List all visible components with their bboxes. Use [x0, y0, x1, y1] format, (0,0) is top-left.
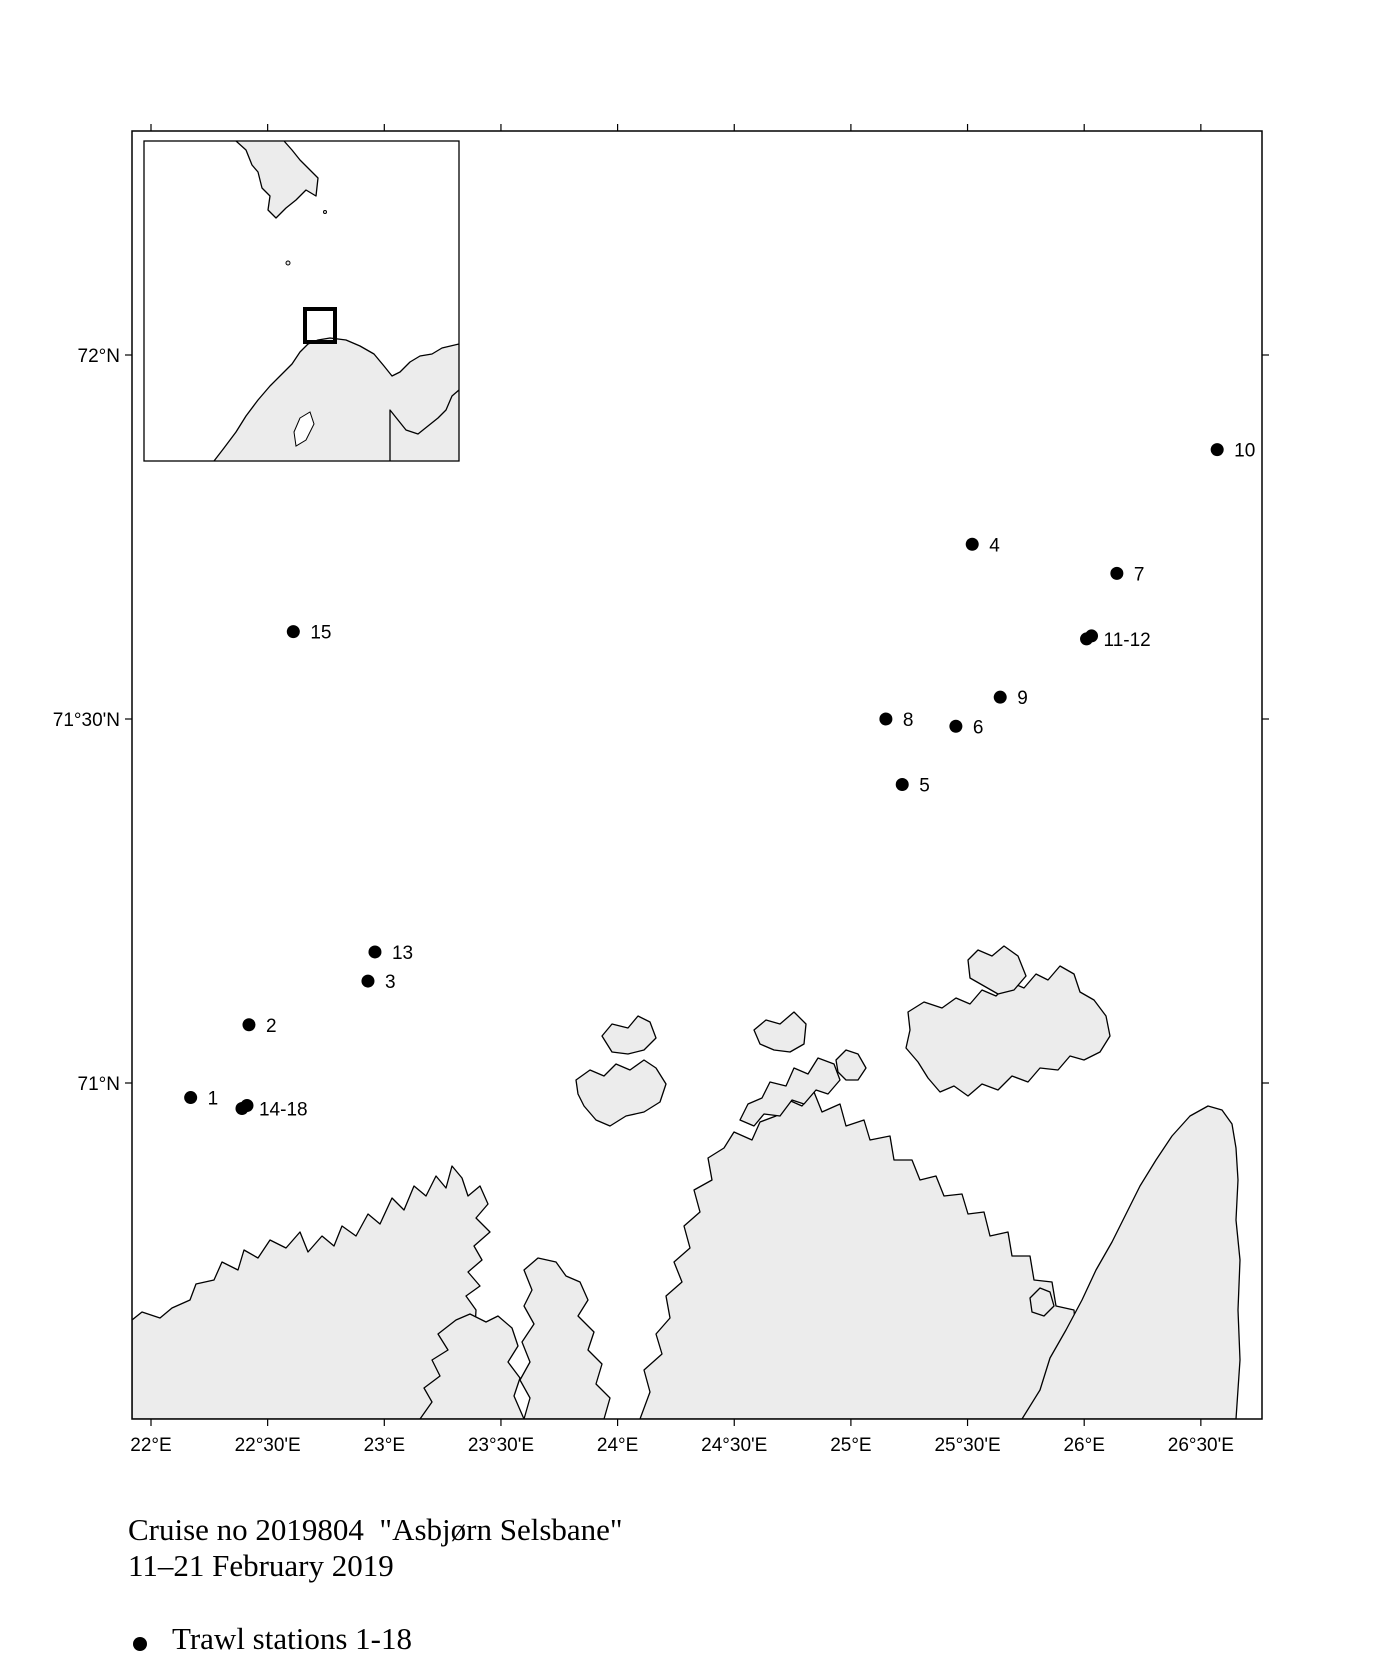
- station-marker: [879, 712, 893, 726]
- lon-tick-label: 22°30'E: [235, 1435, 301, 1456]
- lat-tick-label: 71°N: [78, 1074, 120, 1095]
- legend-label: Trawl stations 1-18: [172, 1621, 412, 1656]
- inset-map: [143, 140, 460, 462]
- inset-bear-island: [285, 260, 291, 266]
- station-label: 3: [385, 972, 396, 993]
- lon-tick-label: 24°30'E: [701, 1435, 767, 1456]
- station-marker: [949, 719, 963, 733]
- land-magerøya: [905, 965, 1111, 1097]
- station-label: 8: [903, 710, 914, 731]
- land-central: [639, 1091, 1121, 1419]
- lon-tick-label: 25°30'E: [934, 1435, 1000, 1456]
- station-label: 4: [989, 535, 1000, 556]
- lat-tick-label: 71°30'N: [53, 710, 120, 731]
- station-marker: [1085, 629, 1099, 643]
- trawl-stations: 1 14-18 2 3 13 15 8 5 6 9 4 7 11-12 10: [184, 441, 1255, 1120]
- station-marker: [242, 1018, 256, 1032]
- inset-hopen: [323, 210, 327, 214]
- caption-date: 11–21 February 2019: [128, 1548, 394, 1583]
- land-east-island: [1029, 1287, 1055, 1317]
- station-label: 6: [973, 717, 984, 738]
- caption-cruise: Cruise no 2019804 "Asbjørn Selsbane": [128, 1512, 623, 1547]
- station-label: 2: [266, 1016, 277, 1037]
- land-magerøya-north: [967, 945, 1027, 995]
- inset-white-sea: [389, 389, 459, 461]
- inset-lake: [293, 411, 315, 447]
- station-label: 11-12: [1104, 630, 1151, 651]
- legend-marker: [133, 1637, 147, 1651]
- lon-tick-label: 22°E: [130, 1435, 171, 1456]
- land-island-north-2: [601, 1015, 657, 1055]
- lat-tick-label: 72°N: [78, 346, 120, 367]
- land-island-north-3: [753, 1011, 807, 1053]
- station-label: 14-18: [259, 1099, 308, 1120]
- lon-tick-label: 24°E: [597, 1435, 638, 1456]
- station-marker: [895, 778, 909, 792]
- latitude-axis: 72°N 71°30'N 71°N: [53, 346, 1269, 1095]
- land-island-north-4: [835, 1049, 867, 1081]
- station-marker: [286, 625, 300, 639]
- station-marker: [184, 1091, 198, 1105]
- land-middle-peninsula: [519, 1257, 611, 1419]
- longitude-axis: 22°E 22°30'E 23°E 23°30'E 24°E 24°30'E 25°E 25°…: [130, 124, 1234, 1456]
- land-east: [1021, 1105, 1241, 1419]
- station-marker: [368, 945, 382, 959]
- station-marker: [965, 537, 979, 551]
- coastline: [132, 945, 1241, 1419]
- inset-svalbard: [235, 141, 319, 219]
- land-island-north-1: [575, 1059, 667, 1127]
- station-marker: [240, 1098, 254, 1112]
- station-label: 1: [208, 1089, 219, 1110]
- station-marker: [361, 974, 375, 988]
- lon-tick-label: 23°30'E: [468, 1435, 534, 1456]
- station-label: 15: [310, 623, 331, 644]
- station-label: 7: [1134, 564, 1145, 585]
- land-west-fjord-islands: [419, 1313, 525, 1419]
- station-marker: [1210, 443, 1224, 457]
- inset-study-area-box: [303, 307, 337, 344]
- station-label: 10: [1234, 441, 1255, 462]
- station-label: 13: [392, 943, 413, 964]
- station-label: 5: [919, 776, 930, 797]
- land-west: [132, 1165, 491, 1419]
- land-central-north: [739, 1057, 841, 1127]
- map-frame: [131, 130, 1263, 1420]
- lon-tick-label: 25°E: [830, 1435, 871, 1456]
- station-label: 9: [1017, 688, 1028, 709]
- station-marker: [1110, 566, 1124, 580]
- lon-tick-label: 23°E: [364, 1435, 405, 1456]
- lon-tick-label: 26°E: [1063, 1435, 1104, 1456]
- lon-tick-label: 26°30'E: [1168, 1435, 1234, 1456]
- station-marker: [993, 690, 1007, 704]
